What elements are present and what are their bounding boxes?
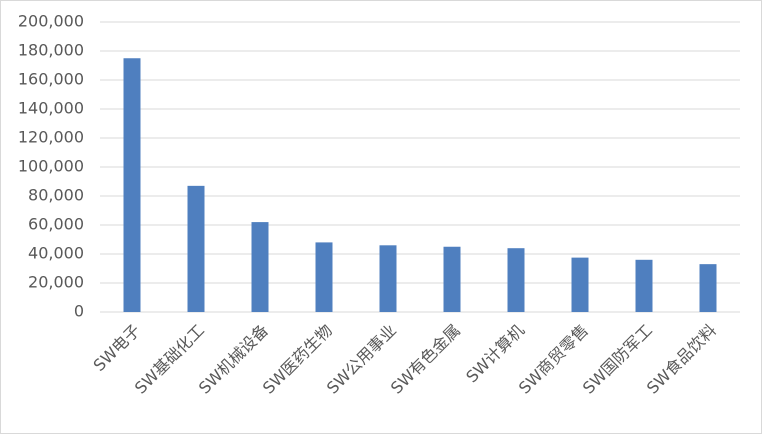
bar xyxy=(699,264,717,312)
y-tick-label: 20,000 xyxy=(28,273,84,292)
bar xyxy=(635,259,653,312)
bar xyxy=(571,257,589,312)
y-tick-label: 140,000 xyxy=(18,99,84,118)
y-tick-label: 120,000 xyxy=(18,128,84,147)
y-tick-label: 60,000 xyxy=(28,215,84,234)
y-tick-label: 180,000 xyxy=(18,41,84,60)
bar xyxy=(443,246,461,312)
bar xyxy=(379,245,397,312)
y-tick-label: 40,000 xyxy=(28,244,84,263)
bar xyxy=(507,248,525,312)
bar xyxy=(187,185,205,312)
bar xyxy=(123,58,141,312)
y-tick-label: 80,000 xyxy=(28,186,84,205)
y-tick-label: 200,000 xyxy=(18,12,84,31)
y-tick-label: 100,000 xyxy=(18,157,84,176)
y-tick-label: 160,000 xyxy=(18,70,84,89)
y-tick-label: 0 xyxy=(74,302,84,321)
bar xyxy=(251,222,269,312)
bar xyxy=(315,242,333,312)
